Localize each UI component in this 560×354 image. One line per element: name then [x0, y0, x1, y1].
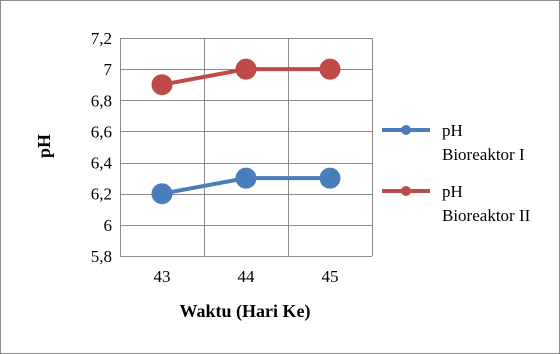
legend-label: pH [442, 121, 463, 140]
legend-label: Bioreaktor I [442, 145, 525, 164]
legend-marker [401, 125, 411, 135]
y-tick-label: 6 [104, 216, 113, 235]
y-tick-label: 5,8 [91, 247, 112, 266]
y-tick-label: 7 [104, 60, 113, 79]
x-axis-title: Waktu (Hari Ke) [180, 301, 311, 322]
data-point [235, 58, 257, 80]
data-point [319, 58, 341, 80]
data-point [151, 183, 173, 205]
data-point [235, 167, 257, 189]
y-tick-label: 7,2 [91, 29, 112, 48]
x-tick-labels: 43 44 45 [154, 267, 339, 286]
x-tick-label: 44 [238, 267, 256, 286]
y-tick-label: 6,2 [91, 185, 112, 204]
y-tick-label: 6,8 [91, 91, 112, 110]
y-tick-label: 6,4 [91, 154, 113, 173]
y-tick-label: 6,6 [91, 122, 112, 141]
y-axis-title: pH [34, 134, 54, 158]
legend: pH Bioreaktor I pH Bioreaktor II [382, 121, 531, 225]
legend-label: pH [442, 182, 463, 201]
data-point [319, 167, 341, 189]
x-tick-label: 45 [322, 267, 339, 286]
x-tick-label: 43 [154, 267, 171, 286]
series-layer [151, 58, 341, 205]
legend-label: Bioreaktor II [442, 206, 531, 225]
legend-marker [401, 186, 411, 196]
data-point [151, 74, 173, 96]
y-tick-labels: 5,8 6 6,2 6,4 6,6 6,8 7 7,2 [91, 29, 113, 266]
